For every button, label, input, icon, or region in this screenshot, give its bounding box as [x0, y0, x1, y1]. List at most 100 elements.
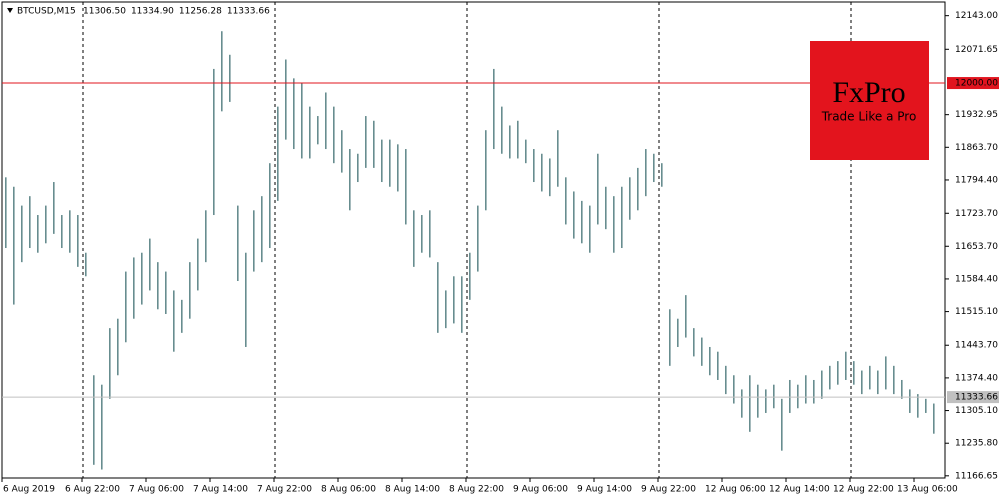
bar: [621, 186, 623, 249]
bar: [589, 205, 591, 253]
bar: [37, 215, 39, 253]
bar: [909, 389, 911, 413]
x-tick-label: 7 Aug 06:00: [129, 485, 184, 495]
bar: [101, 384, 103, 470]
bar: [901, 379, 903, 399]
bar: [805, 375, 807, 404]
bar: [845, 351, 847, 380]
bar: [509, 125, 511, 159]
x-tick-label: 12 Aug 14:00: [769, 485, 830, 495]
bar: [85, 252, 87, 277]
bar: [493, 68, 495, 150]
bar: [725, 365, 727, 395]
bar: [717, 351, 719, 380]
bar: [757, 384, 759, 418]
y-tick-label: 11443.70: [955, 341, 998, 351]
bar: [597, 153, 599, 225]
y-tick-label: 12071.65: [955, 45, 998, 55]
bar: [925, 398, 927, 413]
symbol: BTCUSD,M15: [17, 7, 76, 17]
bar: [301, 83, 303, 159]
bar: [381, 139, 383, 183]
bar: [693, 328, 695, 357]
logo-name: FxPro: [832, 76, 905, 109]
y-tick-label: 11166.65: [955, 471, 998, 481]
bar: [733, 375, 735, 404]
bar: [853, 361, 855, 385]
bar: [189, 262, 191, 319]
bar: [789, 379, 791, 413]
y-tick-label: 11723.70: [955, 209, 998, 219]
bar: [117, 318, 119, 376]
level-label-box: [947, 391, 999, 404]
bar: [581, 200, 583, 244]
bar: [365, 116, 367, 168]
level-label: 12000.00: [955, 79, 998, 89]
bar: [501, 106, 503, 154]
bar: [413, 210, 415, 267]
bar: [685, 295, 687, 338]
x-tick-label: 7 Aug 22:00: [257, 485, 312, 495]
bar: [293, 78, 295, 150]
bar: [69, 210, 71, 253]
bar: [517, 120, 519, 159]
y-tick-label: 11235.80: [955, 439, 998, 449]
bar: [557, 130, 559, 187]
bar: [173, 290, 175, 352]
bar: [197, 238, 199, 291]
bar: [861, 370, 863, 395]
bar: [53, 182, 55, 234]
x-tick-label: 9 Aug 14:00: [577, 485, 632, 495]
header-value: 11256.28: [179, 7, 222, 17]
bar: [373, 120, 375, 168]
bar: [741, 389, 743, 418]
logo-tagline: Trade Like a Pro: [821, 110, 917, 124]
bar: [309, 106, 311, 159]
bar: [477, 205, 479, 272]
bar: [469, 252, 471, 300]
bar: [389, 139, 391, 187]
bar: [629, 177, 631, 220]
bar: [485, 130, 487, 211]
bar: [285, 59, 287, 140]
bar: [333, 106, 335, 164]
x-tick-label: 12 Aug 06:00: [705, 485, 766, 495]
header-value: 11306.50: [83, 7, 126, 17]
bar: [885, 356, 887, 390]
menu-arrow[interactable]: [7, 8, 13, 13]
bar: [869, 365, 871, 390]
level-label-box: [947, 77, 999, 90]
bar: [349, 149, 351, 211]
bar: [165, 271, 167, 314]
x-tick-label: 8 Aug 06:00: [321, 485, 376, 495]
bar: [429, 210, 431, 258]
bar: [357, 153, 359, 183]
bar: [221, 31, 223, 112]
header-value: 11334.90: [131, 7, 174, 17]
x-tick-label: 8 Aug 14:00: [385, 485, 440, 495]
bar: [109, 328, 111, 399]
bar: [541, 153, 543, 192]
bar: [797, 384, 799, 409]
bar: [325, 92, 327, 150]
bar: [821, 370, 823, 399]
y-tick-label: 11863.70: [955, 143, 998, 153]
bar: [877, 370, 879, 395]
bar: [709, 346, 711, 376]
bar: [605, 186, 607, 230]
bars: [5, 31, 935, 470]
bar: [677, 318, 679, 347]
bar: [421, 215, 423, 253]
bar: [637, 167, 639, 211]
bar: [933, 403, 935, 434]
logo-box: [810, 41, 929, 160]
bar: [213, 68, 215, 216]
bar: [245, 252, 247, 347]
bar: [21, 205, 23, 263]
bar: [445, 290, 447, 329]
bar: [237, 205, 239, 282]
bar: [13, 186, 15, 305]
bar: [5, 177, 7, 249]
